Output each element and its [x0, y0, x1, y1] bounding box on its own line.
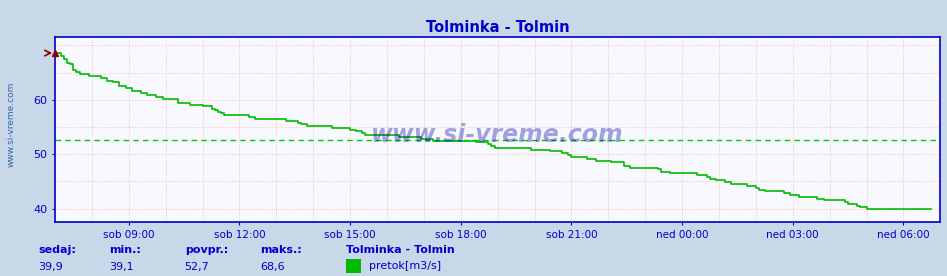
Title: Tolminka - Tolmin: Tolminka - Tolmin	[426, 20, 569, 35]
Text: maks.:: maks.:	[260, 245, 302, 254]
Text: 39,1: 39,1	[109, 262, 134, 272]
Text: www.si-vreme.com: www.si-vreme.com	[371, 123, 624, 147]
Text: min.:: min.:	[109, 245, 141, 254]
Text: 68,6: 68,6	[260, 262, 285, 272]
Text: sedaj:: sedaj:	[38, 245, 76, 254]
Text: povpr.:: povpr.:	[185, 245, 228, 254]
Text: 52,7: 52,7	[185, 262, 209, 272]
Text: Tolminka - Tolmin: Tolminka - Tolmin	[346, 245, 455, 254]
Text: 39,9: 39,9	[38, 262, 63, 272]
Text: pretok[m3/s]: pretok[m3/s]	[369, 261, 441, 271]
Text: www.si-vreme.com: www.si-vreme.com	[7, 81, 16, 167]
